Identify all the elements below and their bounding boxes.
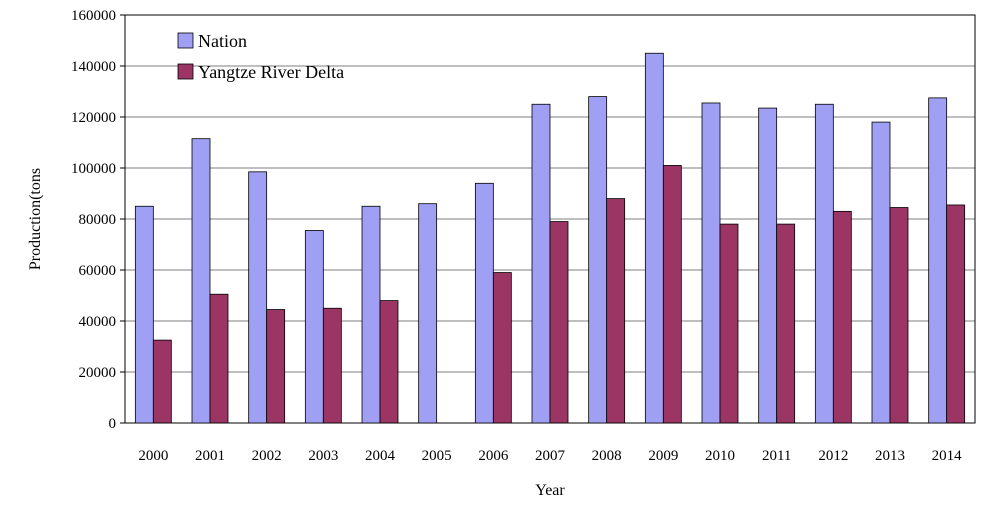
bar-yangtze-river-delta-2000 bbox=[152, 339, 172, 424]
legend-label: Yangtze River Delta bbox=[198, 62, 344, 82]
bar-nation-2012 bbox=[814, 103, 834, 424]
x-tick-label: 2005 bbox=[422, 448, 452, 464]
bars bbox=[134, 52, 966, 424]
bar-nation-2001 bbox=[191, 138, 211, 424]
y-tick-label: 20000 bbox=[79, 365, 117, 381]
x-tick-label: 2004 bbox=[365, 448, 396, 464]
bar-nation-2005 bbox=[418, 203, 438, 424]
bar-nation-2004 bbox=[361, 205, 381, 424]
bar-nation-2006 bbox=[474, 182, 494, 424]
x-tick-label: 2003 bbox=[308, 448, 338, 464]
bar-yangtze-river-delta-2006 bbox=[492, 272, 512, 424]
bar-yangtze-river-delta-2002 bbox=[266, 309, 286, 424]
bar-yangtze-river-delta-2001 bbox=[209, 293, 229, 424]
x-tick-label: 2008 bbox=[592, 448, 622, 464]
bar-yangtze-river-delta-2004 bbox=[379, 300, 399, 424]
bar-nation-2003 bbox=[304, 230, 324, 424]
bar-nation-2007 bbox=[531, 103, 551, 424]
bar-yangtze-river-delta-2010 bbox=[719, 223, 739, 424]
bar-nation-2014 bbox=[928, 97, 948, 424]
y-tick-label: 120000 bbox=[71, 110, 116, 126]
bar-yangtze-river-delta-2008 bbox=[606, 198, 626, 424]
y-tick-label: 60000 bbox=[79, 263, 117, 279]
x-axis-ticks: 2000 2001 2002 2003 2004 2005 2006 2007 2008 2009… bbox=[138, 448, 962, 464]
bar-yangtze-river-delta-2013 bbox=[889, 207, 909, 424]
bar-nation-2010 bbox=[701, 102, 721, 424]
x-axis-title: Year bbox=[535, 482, 565, 499]
y-tick-label: 80000 bbox=[79, 212, 117, 228]
bar-nation-2011 bbox=[758, 107, 778, 424]
x-tick-label: 2009 bbox=[648, 448, 678, 464]
legend: Nation Yangtze River Delta bbox=[177, 31, 344, 82]
bar-yangtze-river-delta-2009 bbox=[662, 165, 682, 424]
y-tick-label: 100000 bbox=[71, 161, 116, 177]
bar-nation-2013 bbox=[871, 121, 891, 424]
y-tick-label: 160000 bbox=[71, 8, 116, 24]
bar-nation-2009 bbox=[644, 52, 664, 424]
x-tick-label: 2011 bbox=[762, 448, 791, 464]
bar-yangtze-river-delta-2014 bbox=[946, 204, 966, 424]
x-tick-label: 2013 bbox=[875, 448, 905, 464]
bar-nation-2002 bbox=[248, 171, 268, 424]
x-tick-label: 2014 bbox=[932, 448, 963, 464]
y-tick-label: 40000 bbox=[79, 314, 117, 330]
x-tick-label: 2006 bbox=[478, 448, 509, 464]
x-tick-label: 2001 bbox=[195, 448, 225, 464]
bar-yangtze-river-delta-2012 bbox=[832, 210, 852, 424]
y-tick-label: 0 bbox=[109, 416, 117, 432]
y-tick-label: 140000 bbox=[71, 59, 116, 75]
bar-yangtze-river-delta-2003 bbox=[322, 307, 342, 424]
x-tick-label: 2010 bbox=[705, 448, 735, 464]
y-axis-ticks: 0 20000 40000 60000 80000 100000 120000 140000 1… bbox=[71, 8, 125, 432]
bar-yangtze-river-delta-2007 bbox=[549, 221, 569, 424]
x-tick-label: 2007 bbox=[535, 448, 566, 464]
y-axis-title: Production(tons bbox=[27, 168, 44, 270]
legend-label: Nation bbox=[198, 31, 247, 51]
bar-yangtze-river-delta-2011 bbox=[776, 223, 796, 424]
x-tick-label: 2012 bbox=[818, 448, 848, 464]
bar-nation-2000 bbox=[134, 205, 154, 424]
legend-swatch bbox=[177, 63, 194, 80]
x-tick-label: 2002 bbox=[252, 448, 282, 464]
legend-swatch bbox=[177, 32, 194, 49]
x-tick-label: 2000 bbox=[138, 448, 168, 464]
bar-nation-2008 bbox=[588, 96, 608, 424]
